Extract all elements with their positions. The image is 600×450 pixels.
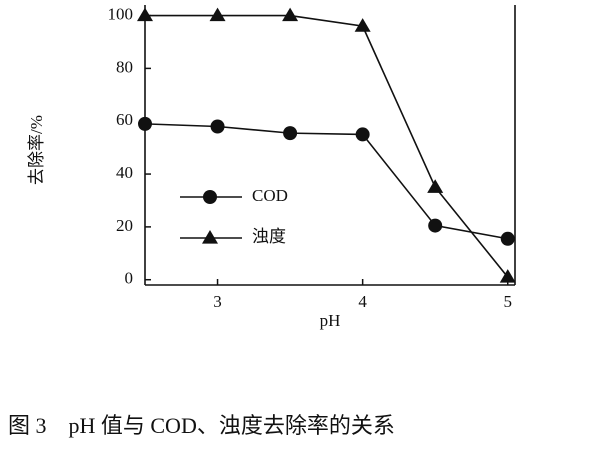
marker (283, 126, 298, 141)
x-axis-label: pH (320, 311, 341, 330)
x-tick-label: 3 (213, 292, 222, 311)
marker (355, 127, 370, 142)
marker (354, 18, 371, 32)
marker (500, 231, 515, 246)
marker (428, 218, 443, 233)
y-axis-label: 去除率/% (27, 115, 46, 185)
marker (210, 119, 225, 134)
marker (209, 7, 226, 22)
marker (137, 7, 153, 22)
y-tick-label: 0 (125, 269, 134, 288)
series-line (144, 123, 508, 240)
marker (138, 116, 152, 131)
y-tick-label: 40 (116, 163, 133, 182)
legend-marker (203, 190, 217, 204)
legend-label: 浊度 (252, 227, 286, 246)
marker (499, 269, 516, 283)
marker (427, 179, 444, 193)
y-tick-label: 80 (116, 57, 133, 76)
x-tick-label: 5 (503, 292, 512, 311)
y-tick-label: 100 (108, 4, 134, 23)
y-tick-label: 20 (116, 216, 133, 235)
x-tick-label: 4 (358, 292, 367, 311)
caption: 图 3 pH 值与 COD、浊度去除率的关系 (8, 413, 395, 438)
series-line (145, 14, 509, 278)
y-tick-label: 60 (116, 110, 133, 129)
legend-marker (202, 230, 218, 244)
marker (282, 7, 299, 22)
legend-label: COD (252, 186, 288, 205)
